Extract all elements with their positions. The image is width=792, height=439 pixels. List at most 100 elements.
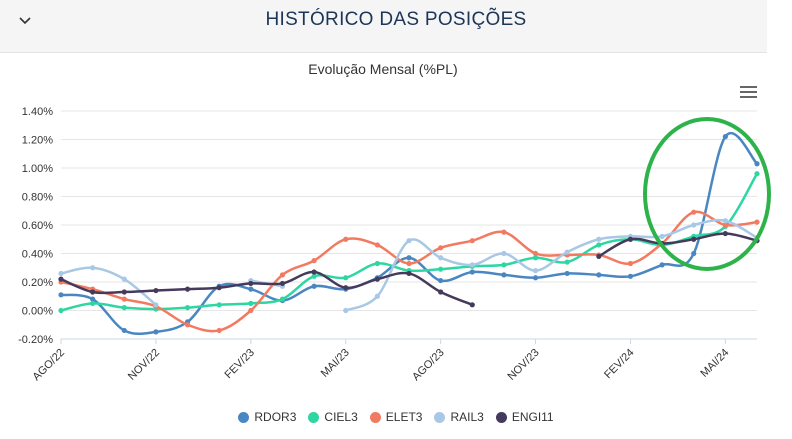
data-point-engi11 xyxy=(722,230,728,237)
data-point-engi11 xyxy=(343,285,349,291)
data-point-ciel3 xyxy=(343,275,349,281)
data-point-rail3 xyxy=(406,238,412,244)
legend-label: RAIL3 xyxy=(450,410,484,424)
data-point-engi11 xyxy=(469,302,475,308)
data-point-rail3 xyxy=(153,302,159,308)
data-point-engi11 xyxy=(121,289,127,295)
data-point-rdor3 xyxy=(722,134,728,140)
data-point-elet3 xyxy=(406,260,412,267)
data-point-elet3 xyxy=(722,222,728,228)
data-point-engi11 xyxy=(406,270,412,277)
data-point-rdor3 xyxy=(121,327,127,334)
x-tick-label: MAI/24 xyxy=(698,347,731,380)
data-point-elet3 xyxy=(469,238,475,244)
data-point-rail3 xyxy=(374,293,380,299)
data-point-ciel3 xyxy=(532,255,539,261)
data-point-elet3 xyxy=(121,296,127,302)
data-point-ciel3 xyxy=(279,296,286,302)
series-line-rdor3 xyxy=(59,132,759,335)
y-tick-label: 0.80% xyxy=(22,192,53,204)
data-point-rail3 xyxy=(564,249,570,255)
data-point-ciel3 xyxy=(90,300,96,306)
chevron-down-icon[interactable] xyxy=(14,10,36,32)
data-point-rdor3 xyxy=(564,270,570,277)
data-point-engi11 xyxy=(691,236,697,242)
data-point-engi11 xyxy=(596,253,602,259)
x-tick-label: FEV/23 xyxy=(223,347,257,381)
data-point-rdor3 xyxy=(90,296,96,302)
data-point-rail3 xyxy=(501,250,507,257)
data-point-ciel3 xyxy=(564,259,570,265)
legend-item-ciel3[interactable]: CIEL3 xyxy=(308,410,358,424)
data-point-ciel3 xyxy=(596,242,602,248)
data-point-ciel3 xyxy=(374,260,380,267)
data-point-rdor3 xyxy=(532,275,539,281)
data-point-rail3 xyxy=(121,276,127,282)
hamburger-menu-icon[interactable] xyxy=(738,84,760,100)
x-tick-label: FEV/24 xyxy=(602,347,636,381)
y-tick-label: 1.40% xyxy=(22,106,53,118)
series-line-engi11 xyxy=(597,232,759,258)
data-point-engi11 xyxy=(184,286,191,292)
y-tick-label: -0.20% xyxy=(18,334,53,346)
data-point-elet3 xyxy=(279,272,286,278)
data-point-elet3 xyxy=(184,322,191,328)
legend-marker xyxy=(369,411,381,423)
legend-item-rdor3[interactable]: RDOR3 xyxy=(238,410,296,424)
data-point-rail3 xyxy=(532,268,539,274)
data-point-rdor3 xyxy=(754,161,760,167)
y-tick-label: 0.40% xyxy=(22,249,53,261)
chart-legend: RDOR3 CIEL3 ELET3 RAIL3 ENGI11 xyxy=(0,410,792,424)
data-point-rdor3 xyxy=(659,262,665,268)
data-point-rail3 xyxy=(58,270,64,277)
data-point-elet3 xyxy=(627,260,634,267)
data-point-elet3 xyxy=(501,229,507,235)
data-point-elet3 xyxy=(691,209,697,215)
data-point-elet3 xyxy=(311,258,317,264)
x-tick-label: AGO/23 xyxy=(410,347,447,384)
legend-marker xyxy=(495,411,507,423)
data-point-rail3 xyxy=(596,236,602,242)
data-point-rdor3 xyxy=(501,272,507,278)
data-point-rail3 xyxy=(90,265,96,271)
data-point-rail3 xyxy=(722,218,728,224)
data-point-ciel3 xyxy=(121,305,127,311)
data-point-rdor3 xyxy=(248,286,254,292)
data-point-ciel3 xyxy=(216,302,222,308)
data-point-engi11 xyxy=(153,287,159,294)
data-point-rdor3 xyxy=(469,269,475,275)
legend-marker xyxy=(308,411,320,423)
data-point-rdor3 xyxy=(311,283,317,289)
data-point-rdor3 xyxy=(153,329,159,335)
highlight-circle xyxy=(643,117,771,271)
data-point-elet3 xyxy=(216,327,222,334)
data-point-rdor3 xyxy=(691,250,697,257)
legend-item-rail3[interactable]: RAIL3 xyxy=(434,410,484,424)
y-tick-label: 1.20% xyxy=(22,135,53,147)
legend-item-elet3[interactable]: ELET3 xyxy=(369,410,422,424)
data-point-elet3 xyxy=(532,250,539,257)
legend-marker xyxy=(434,411,446,423)
y-tick-label: 1.00% xyxy=(22,163,53,175)
data-point-elet3 xyxy=(343,236,349,242)
legend-marker xyxy=(238,411,250,423)
data-point-engi11 xyxy=(90,289,96,295)
data-point-ciel3 xyxy=(311,273,317,279)
data-point-elet3 xyxy=(374,242,380,248)
x-tick-label: MAI/23 xyxy=(319,347,352,380)
data-point-ciel3 xyxy=(754,171,760,177)
data-point-engi11 xyxy=(248,280,254,287)
legend-item-engi11[interactable]: ENGI11 xyxy=(495,410,554,424)
x-tick-label: NOV/23 xyxy=(506,347,542,383)
panel-title: HISTÓRICO DAS POSIÇÕES xyxy=(265,9,527,30)
data-point-rail3 xyxy=(469,262,475,268)
data-point-engi11 xyxy=(374,276,380,282)
series-line-engi11 xyxy=(59,270,474,307)
data-point-ciel3 xyxy=(58,307,64,314)
data-point-elet3 xyxy=(754,219,760,225)
x-tick-label: NOV/22 xyxy=(126,347,162,383)
data-point-engi11 xyxy=(311,269,317,275)
data-point-engi11 xyxy=(279,280,286,287)
x-tick-label: AGO/22 xyxy=(31,347,68,384)
